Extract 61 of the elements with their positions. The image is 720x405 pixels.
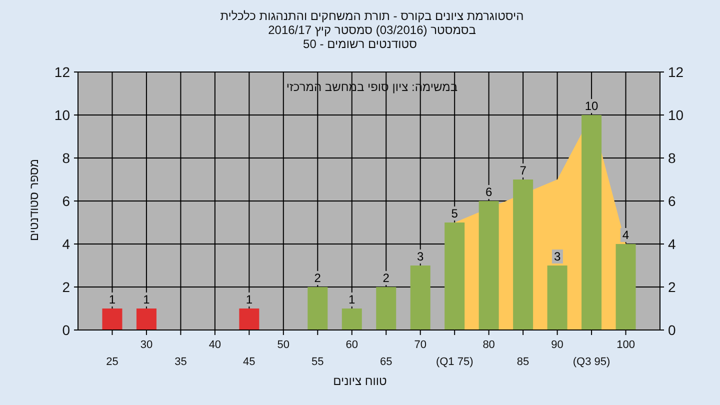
x-tick-label: 45 xyxy=(243,356,256,368)
y2-tick-label: 4 xyxy=(668,236,676,252)
bar xyxy=(102,308,122,330)
data-label: 1 xyxy=(108,292,116,306)
x-tick-label: (Q1 75) xyxy=(436,356,474,368)
data-label: 6 xyxy=(485,185,492,199)
bar xyxy=(444,222,465,330)
y2-tick-label: 8 xyxy=(668,150,676,166)
data-label: 1 xyxy=(348,292,356,306)
x-axis-title: טווח ציונים xyxy=(333,374,388,388)
bar xyxy=(478,201,499,330)
y-tick-label: 4 xyxy=(62,236,70,252)
data-label: 3 xyxy=(554,250,561,264)
y-tick-label: 0 xyxy=(62,322,70,338)
bar xyxy=(342,308,362,330)
data-label: 4 xyxy=(622,228,630,242)
bar xyxy=(410,266,430,330)
data-label: 10 xyxy=(584,99,599,113)
x-tick-label: 35 xyxy=(174,356,187,368)
y-tick-label: 6 xyxy=(62,193,70,209)
data-label: 5 xyxy=(451,206,458,220)
y2-tick-label: 2 xyxy=(668,279,676,295)
data-label: 2 xyxy=(382,271,390,285)
data-label: 7 xyxy=(520,164,527,178)
chart-title: היסטוגרמת ציונים בקורס - תורת המשחקים והתנהגות כלכלית xyxy=(220,9,524,23)
x-tick-label: (Q3 95) xyxy=(572,356,610,368)
bar xyxy=(376,287,396,330)
bar xyxy=(239,308,260,330)
x-tick-label: 85 xyxy=(516,356,530,368)
data-label: 1 xyxy=(143,292,150,306)
x-tick-label: 40 xyxy=(208,339,222,351)
text: סטודנטים רשומים - 50 xyxy=(303,37,418,51)
bar xyxy=(547,266,568,330)
x-tick-label: 60 xyxy=(346,339,358,351)
x-tick-label: 25 xyxy=(106,356,118,368)
x-tick-label: 80 xyxy=(482,339,495,351)
x-tick-label: 30 xyxy=(140,339,153,351)
bar xyxy=(513,180,534,330)
data-label: 2 xyxy=(314,271,322,285)
y2-tick-label: 0 xyxy=(668,322,676,338)
x-tick-label: 100 xyxy=(616,339,635,351)
chart-subtitle: בסמסטר (03/2016) סמסטר קיץ 2016/17 xyxy=(268,23,476,37)
y-axis-title: מספר סטודנטים xyxy=(27,158,41,242)
bar xyxy=(308,287,328,330)
y-tick-label: 8 xyxy=(62,150,70,166)
x-tick-label: 55 xyxy=(312,356,324,368)
y2-tick-label: 10 xyxy=(668,107,684,123)
x-tick-label: 70 xyxy=(414,339,426,351)
data-label: 3 xyxy=(417,250,424,264)
x-tick-label: 50 xyxy=(277,339,290,351)
y2-tick-label: 6 xyxy=(668,193,676,209)
y-tick-label: 2 xyxy=(62,279,70,295)
bar xyxy=(616,244,636,330)
x-tick-label: 90 xyxy=(551,339,564,351)
y-tick-label: 10 xyxy=(54,107,70,123)
x-tick-label: 65 xyxy=(380,356,392,368)
bar xyxy=(136,308,156,330)
bar xyxy=(582,115,602,330)
y-tick-label: 12 xyxy=(54,64,70,80)
data-label: 1 xyxy=(246,292,253,306)
y2-tick-label: 12 xyxy=(668,64,684,80)
